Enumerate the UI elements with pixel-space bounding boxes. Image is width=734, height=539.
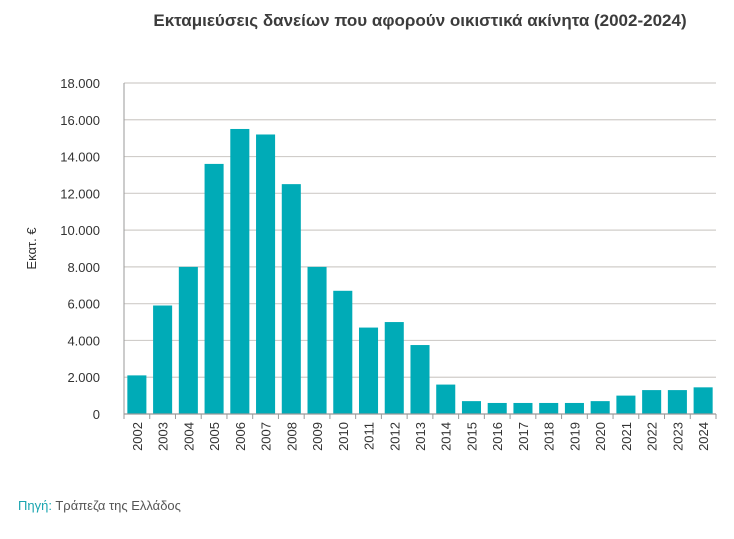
- bar-2006: [230, 128, 250, 414]
- x-tick-label: 2002: [130, 422, 145, 451]
- x-tick-label: 2008: [284, 422, 299, 451]
- bar-2015: [461, 401, 482, 414]
- x-tick-label: 2020: [593, 422, 608, 451]
- y-tick-label: 8.000: [67, 260, 100, 275]
- bar-2022: [642, 390, 662, 414]
- source-label: Πηγή:: [18, 498, 52, 513]
- bar-2011: [358, 327, 379, 414]
- bar-2020: [590, 401, 610, 414]
- bar-2012: [384, 322, 404, 414]
- y-tick-label: 12.000: [60, 186, 100, 201]
- y-axis-label: Εκατ. €: [24, 227, 39, 270]
- bar-2021: [616, 395, 636, 414]
- bar-2017: [513, 402, 533, 414]
- bar-2005: [204, 163, 224, 414]
- y-tick-label: 0: [93, 407, 100, 422]
- x-tick-label: 2024: [696, 422, 711, 451]
- bar-2013: [410, 345, 430, 414]
- x-tick-label: 2017: [516, 422, 531, 451]
- x-tick-label: 2013: [413, 422, 428, 451]
- bar-2024: [693, 387, 713, 414]
- y-tick-label: 14.000: [60, 150, 100, 165]
- x-tick-label: 2022: [645, 422, 660, 451]
- x-tick-label: 2009: [310, 422, 325, 451]
- bar-2008: [281, 184, 301, 414]
- bar-2009: [307, 266, 327, 414]
- bar-2016: [487, 402, 507, 414]
- bar-2014: [436, 384, 456, 414]
- bar-2010: [333, 290, 353, 414]
- x-tick-label: 2023: [670, 422, 685, 451]
- y-tick-label: 2.000: [67, 370, 100, 385]
- bar-2007: [256, 134, 276, 414]
- x-tick-label: 2004: [181, 422, 196, 451]
- y-tick-label: 16.000: [60, 113, 100, 128]
- y-tick-label: 6.000: [67, 297, 100, 312]
- bar-2004: [178, 266, 198, 414]
- source-text: Τράπεζα της Ελλάδος: [55, 498, 181, 513]
- x-tick-label: 2015: [464, 422, 479, 451]
- x-tick-label: 2011: [362, 422, 377, 450]
- y-tick-label: 4.000: [67, 333, 100, 348]
- x-tick-label: 2021: [619, 422, 634, 451]
- x-tick-label: 2005: [207, 422, 222, 451]
- chart-title: Εκταμιεύσεις δανείων που αφορούν οικιστι…: [153, 11, 687, 30]
- x-tick-label: 2006: [233, 422, 248, 451]
- y-tick-label: 18.000: [60, 76, 100, 91]
- bar-2023: [667, 390, 687, 414]
- source-note: Πηγή: Τράπεζα της Ελλάδος: [18, 498, 181, 513]
- x-tick-label: 2014: [439, 422, 454, 451]
- x-tick-label: 2016: [490, 422, 505, 451]
- bar-2019: [564, 402, 584, 414]
- bar-2003: [153, 305, 173, 414]
- x-tick-label: 2003: [156, 422, 171, 451]
- x-tick-label: 2012: [387, 422, 402, 451]
- x-tick-label: 2019: [567, 422, 582, 451]
- x-tick-label: 2018: [542, 422, 557, 451]
- y-tick-label: 10.000: [60, 223, 100, 238]
- x-tick-label: 2007: [259, 422, 274, 451]
- bar-2002: [127, 375, 147, 414]
- x-tick-label: 2010: [336, 422, 351, 451]
- bar-2018: [539, 402, 559, 414]
